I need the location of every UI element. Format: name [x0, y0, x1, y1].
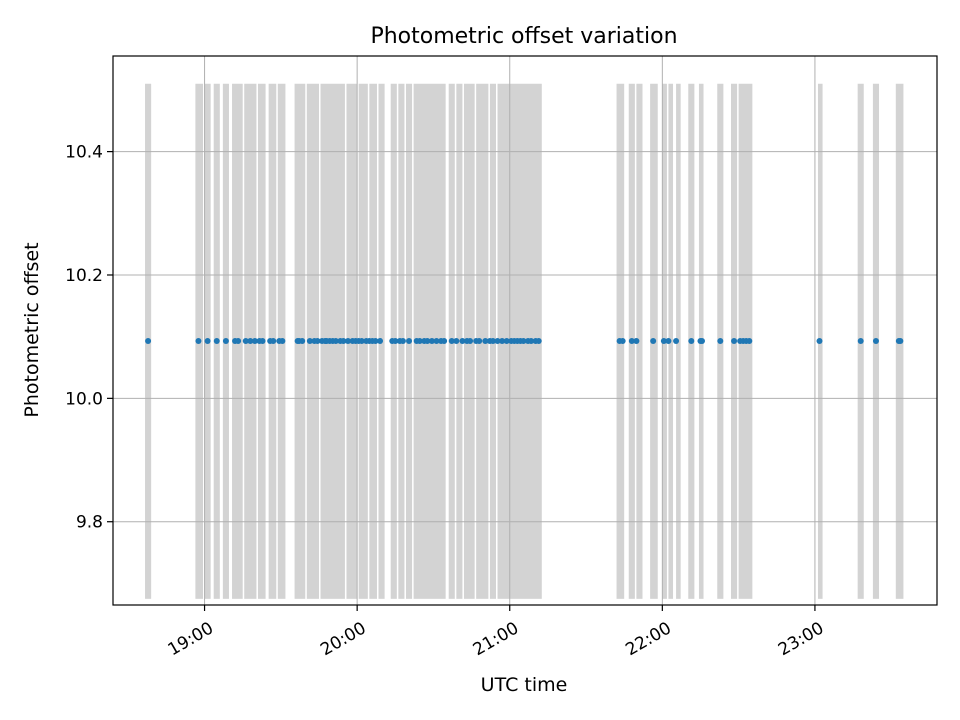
data-point-4 [222, 337, 229, 344]
y-tick-label-3: 10.4 [65, 143, 103, 163]
data-point-41 [392, 337, 399, 344]
x-tick-label-2: 21:00 [470, 618, 522, 660]
data-point-93 [857, 337, 864, 344]
y-tick-label-2: 10.2 [65, 266, 103, 286]
data-point-27 [332, 337, 339, 344]
data-point-11 [259, 337, 266, 344]
data-point-15 [279, 337, 286, 344]
x-tick-label-1: 20:00 [317, 618, 369, 660]
observation-band-22 [456, 83, 463, 599]
data-point-39 [377, 337, 384, 344]
data-point-9 [251, 337, 258, 344]
data-point-50 [433, 337, 440, 344]
data-point-57 [467, 337, 474, 344]
data-point-46 [416, 337, 423, 344]
data-point-3 [213, 337, 220, 344]
data-point-74 [535, 337, 542, 344]
plot-frame [112, 55, 938, 606]
x-tick-label-4: 23:00 [775, 618, 827, 660]
grid-lines [113, 56, 937, 605]
data-point-81 [665, 337, 672, 344]
data-point-92 [816, 337, 823, 344]
data-point-38 [372, 337, 379, 344]
x-axis-label: UTC time [481, 674, 568, 696]
data-point-30 [344, 337, 351, 344]
y-tick-label-1: 10.0 [65, 389, 103, 409]
data-point-85 [699, 337, 706, 344]
data-points [145, 337, 904, 344]
data-point-82 [673, 337, 680, 344]
data-point-70 [520, 337, 527, 344]
x-tick-label-3: 22:00 [622, 618, 674, 660]
data-point-86 [717, 337, 724, 344]
data-point-55 [459, 337, 466, 344]
x-axis-ticks: 19:00 20:00 21:00 22:00 23:00 [165, 605, 827, 660]
y-axis-label: Photometric offset [21, 242, 43, 417]
data-point-44 [406, 337, 413, 344]
data-point-65 [503, 337, 510, 344]
data-point-59 [476, 337, 483, 344]
data-point-60 [482, 337, 489, 344]
data-point-6 [235, 337, 242, 344]
data-point-78 [633, 337, 640, 344]
data-point-72 [528, 337, 535, 344]
data-point-94 [872, 337, 879, 344]
data-point-54 [453, 337, 460, 344]
data-point-8 [247, 337, 254, 344]
observation-band-29 [636, 83, 643, 599]
data-point-0 [145, 337, 152, 344]
data-point-1 [195, 337, 202, 344]
data-point-18 [299, 337, 306, 344]
observation-band-24 [476, 83, 489, 599]
data-point-79 [650, 337, 657, 344]
data-point-19 [306, 337, 313, 344]
data-point-13 [270, 337, 277, 344]
y-axis-ticks: 9.8 10.0 10.2 10.4 [65, 143, 113, 533]
data-point-83 [688, 337, 695, 344]
y-tick-label-0: 9.8 [76, 513, 103, 533]
data-point-80 [660, 337, 667, 344]
data-point-91 [746, 337, 753, 344]
data-point-96 [897, 337, 904, 344]
chart-title: Photometric offset variation [370, 24, 677, 49]
data-point-34 [358, 337, 365, 344]
data-point-48 [424, 337, 431, 344]
data-point-43 [399, 337, 406, 344]
data-point-7 [242, 337, 249, 344]
data-point-63 [494, 337, 501, 344]
data-point-49 [428, 337, 435, 344]
data-point-76 [619, 337, 626, 344]
x-tick-label-0: 19:00 [165, 618, 217, 660]
data-point-64 [499, 337, 506, 344]
data-point-53 [448, 337, 455, 344]
data-point-29 [340, 337, 347, 344]
data-point-52 [441, 337, 448, 344]
data-point-62 [489, 337, 496, 344]
data-point-87 [731, 337, 738, 344]
data-point-77 [628, 337, 635, 344]
data-point-21 [314, 337, 321, 344]
data-point-2 [204, 337, 211, 344]
